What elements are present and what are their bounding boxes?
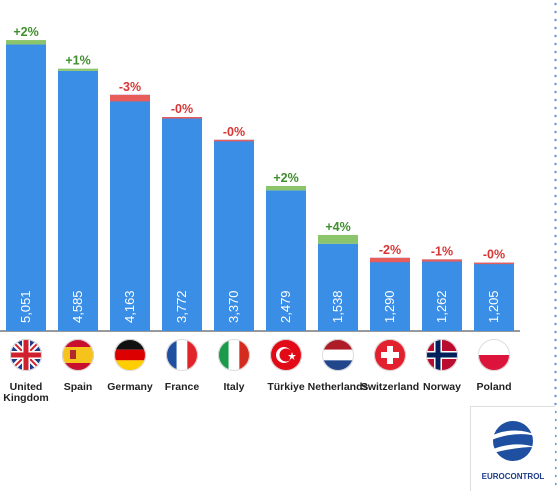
change-label: -3%	[119, 80, 141, 94]
bar	[214, 139, 254, 331]
value-label: 4,163	[122, 290, 137, 323]
change-label: -0%	[171, 102, 193, 116]
norway-flag-icon	[426, 339, 458, 371]
switzerland-flag-icon	[374, 339, 406, 371]
change-label: +2%	[13, 25, 38, 39]
change-cap	[474, 262, 514, 265]
category-label: Italy	[223, 381, 244, 393]
value-label: 3,772	[174, 290, 189, 323]
value-label: 5,051	[18, 290, 33, 323]
bar	[422, 259, 462, 331]
change-cap	[422, 259, 462, 262]
bar-group: -0% 1,205 Poland	[474, 248, 514, 393]
bar	[266, 190, 306, 331]
bar-group: +2% 2,479 Türkiye	[266, 171, 306, 393]
value-label: 1,262	[434, 290, 449, 323]
change-cap	[110, 94, 150, 102]
value-label: 1,290	[382, 290, 397, 323]
change-cap	[6, 40, 46, 45]
germany-flag-icon	[114, 339, 146, 371]
bar	[6, 44, 46, 332]
eurocontrol-emblem-icon	[485, 421, 541, 461]
bar-group: -1% 1,262 Norway	[422, 244, 462, 393]
bar-group: +4% 1,538 Netherlands	[308, 220, 369, 393]
change-cap	[214, 139, 254, 142]
value-label: 2,479	[278, 290, 293, 323]
eurocontrol-logo: EUROCONTROL	[470, 406, 555, 491]
bar-group: -2% 1,290 Switzerland	[361, 243, 419, 393]
change-label: -0%	[483, 248, 505, 262]
italy-flag-icon	[218, 339, 250, 371]
dotted-border	[554, 0, 557, 490]
category-label: France	[165, 381, 200, 393]
change-cap	[266, 185, 306, 191]
change-label: -1%	[431, 244, 453, 258]
change-cap	[318, 234, 358, 244]
change-cap	[370, 257, 410, 263]
bar	[162, 117, 202, 331]
change-cap	[58, 68, 98, 71]
netherlands-flag-icon	[322, 339, 354, 371]
change-label: +4%	[325, 220, 350, 234]
category-label: Poland	[476, 381, 511, 393]
turkiye-flag-icon	[270, 339, 302, 371]
logo-text: EUROCONTROL	[481, 472, 545, 481]
poland-flag-icon	[478, 339, 510, 371]
value-label: 4,585	[70, 290, 85, 323]
bar	[110, 94, 150, 332]
bar	[318, 243, 358, 331]
bar-group: -3% 4,163 Germany	[107, 80, 153, 393]
category-label: Norway	[423, 381, 461, 393]
bar-group: -0% 3,772 France	[162, 102, 202, 393]
bar	[474, 262, 514, 331]
bar-group: -0% 3,370 Italy	[214, 125, 254, 393]
spain-flag-icon	[62, 339, 94, 371]
bar-group: +1% 4,585 Spain	[58, 54, 98, 393]
value-label: 3,370	[226, 290, 241, 323]
bar	[370, 257, 410, 331]
category-label: United	[10, 381, 43, 393]
bar	[58, 70, 98, 332]
value-label: 1,205	[486, 290, 501, 323]
change-label: +2%	[273, 171, 298, 185]
change-label: -0%	[223, 125, 245, 139]
change-cap	[162, 117, 202, 119]
france-flag-icon	[166, 339, 198, 371]
category-label: Spain	[64, 381, 93, 393]
category-label: Germany	[107, 381, 153, 393]
uk-flag-icon	[10, 339, 42, 371]
category-label: Türkiye	[267, 381, 305, 393]
category-label: Netherlands	[308, 381, 369, 393]
change-label: +1%	[65, 54, 90, 68]
change-label: -2%	[379, 243, 401, 257]
category-label: Switzerland	[361, 381, 419, 393]
value-label: 1,538	[330, 290, 345, 323]
category-label: Kingdom	[3, 392, 49, 404]
